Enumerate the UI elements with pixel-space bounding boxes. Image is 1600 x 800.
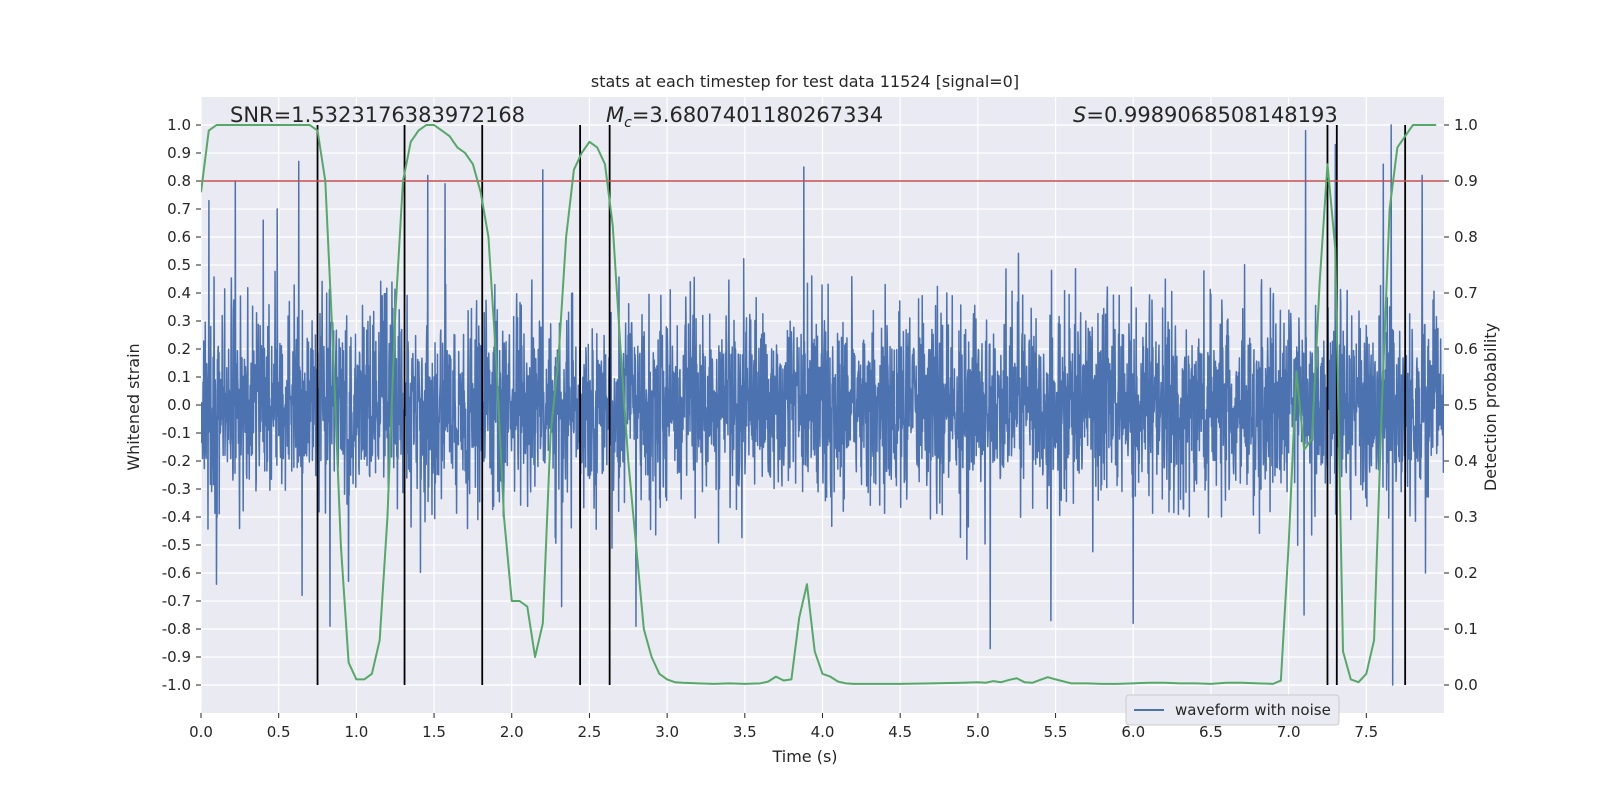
y-tick-label: -0.4 <box>162 508 191 526</box>
y2-tick-label: 0.6 <box>1454 340 1478 358</box>
x-axis-label: Time (s) <box>771 747 837 766</box>
y-tick-label: -0.5 <box>162 536 191 554</box>
y-tick-label: 0.8 <box>167 172 191 190</box>
waveform-series <box>201 124 1444 686</box>
chirp-mass-subscript: c <box>624 115 632 131</box>
x-ticks: 0.0 0.5 1.0 1.5 2.0 2.5 3.0 3.5 4.0 4.5 5.0 5.5 6.0 6… <box>189 713 1378 741</box>
y2-tick-label: 0.4 <box>1454 452 1478 470</box>
waveform-line <box>201 124 1444 686</box>
y2-axis-label: Detection probability <box>1481 323 1500 491</box>
y2-tick-label: 0.9 <box>1454 172 1478 190</box>
y2-tick-label: 0.7 <box>1454 284 1478 302</box>
x-tick-label: 4.0 <box>811 723 835 741</box>
x-tick-label: 4.5 <box>888 723 912 741</box>
y-tick-label: -0.1 <box>162 424 191 442</box>
x-tick-label: 2.0 <box>500 723 524 741</box>
y-tick-label: 0.2 <box>167 340 191 358</box>
y2-tick-label: 0.8 <box>1454 228 1478 246</box>
right-y-ticks: 1.0 0.9 0.8 0.7 0.6 0.5 0.4 0.3 0.2 0.1 0.0 <box>1444 116 1478 694</box>
x-tick-label: 6.5 <box>1199 723 1223 741</box>
vertical-markers <box>316 125 1407 685</box>
y2-tick-label: 0.0 <box>1454 676 1478 694</box>
y2-tick-label: 1.0 <box>1454 116 1478 134</box>
y-axis-label: Whitened strain <box>124 343 143 470</box>
y2-tick-label: 0.1 <box>1454 620 1478 638</box>
y-tick-label: -0.8 <box>162 620 191 638</box>
y-tick-label: -0.2 <box>162 452 191 470</box>
x-tick-label: 1.0 <box>344 723 368 741</box>
y-tick-label: 1.0 <box>167 116 191 134</box>
snr-annotation: SNR=1.5323176383972168 <box>230 103 525 127</box>
x-tick-label: 3.0 <box>655 723 679 741</box>
x-tick-label: 0.5 <box>267 723 291 741</box>
chirp-mass-value: =3.6807401180267334 <box>632 103 883 127</box>
y-tick-label: -0.3 <box>162 480 191 498</box>
legend: waveform with noise <box>1125 694 1340 726</box>
y2-tick-label: 0.3 <box>1454 508 1478 526</box>
y-tick-label: -1.0 <box>162 676 191 694</box>
chirp-mass-symbol: M <box>606 103 624 127</box>
s-symbol: S <box>1073 103 1086 127</box>
x-tick-label: 7.5 <box>1354 723 1378 741</box>
left-y-ticks: 1.0 0.9 0.8 0.7 0.6 0.5 0.4 0.3 0.2 0.1 0.0 -0.1 -0.… <box>162 116 201 694</box>
legend-entry: waveform with noise <box>1175 701 1331 719</box>
x-tick-label: 6.0 <box>1121 723 1145 741</box>
y-tick-label: 0.7 <box>167 200 191 218</box>
y-tick-label: 0.9 <box>167 144 191 162</box>
x-tick-label: 5.0 <box>966 723 990 741</box>
y-tick-label: -0.9 <box>162 648 191 666</box>
s-value: =0.9989068508148193 <box>1086 103 1337 127</box>
y-tick-label: 0.6 <box>167 228 191 246</box>
y2-tick-label: 0.2 <box>1454 564 1478 582</box>
y2-tick-label: 0.5 <box>1454 396 1478 414</box>
y-tick-label: 0.4 <box>167 284 191 302</box>
x-tick-label: 7.0 <box>1277 723 1301 741</box>
x-tick-label: 5.5 <box>1044 723 1068 741</box>
x-tick-label: 3.5 <box>733 723 757 741</box>
y-tick-label: 0.1 <box>167 368 191 386</box>
chirp-mass-annotation: Mc=3.6807401180267334 <box>606 103 883 131</box>
chart-title: stats at each timestep for test data 115… <box>591 72 1019 91</box>
x-tick-label: 1.5 <box>422 723 446 741</box>
x-tick-label: 2.5 <box>578 723 602 741</box>
s-annotation: S=0.9989068508148193 <box>1073 103 1338 127</box>
y-tick-label: -0.6 <box>162 564 191 582</box>
legend-box <box>1125 694 1340 726</box>
y-tick-label: 0.0 <box>167 396 191 414</box>
y-tick-label: 0.3 <box>167 312 191 330</box>
y-tick-label: -0.7 <box>162 592 191 610</box>
y-tick-label: 0.5 <box>167 256 191 274</box>
probability-line <box>201 124 1437 685</box>
x-tick-label: 0.0 <box>189 723 213 741</box>
probability-series <box>201 124 1437 685</box>
